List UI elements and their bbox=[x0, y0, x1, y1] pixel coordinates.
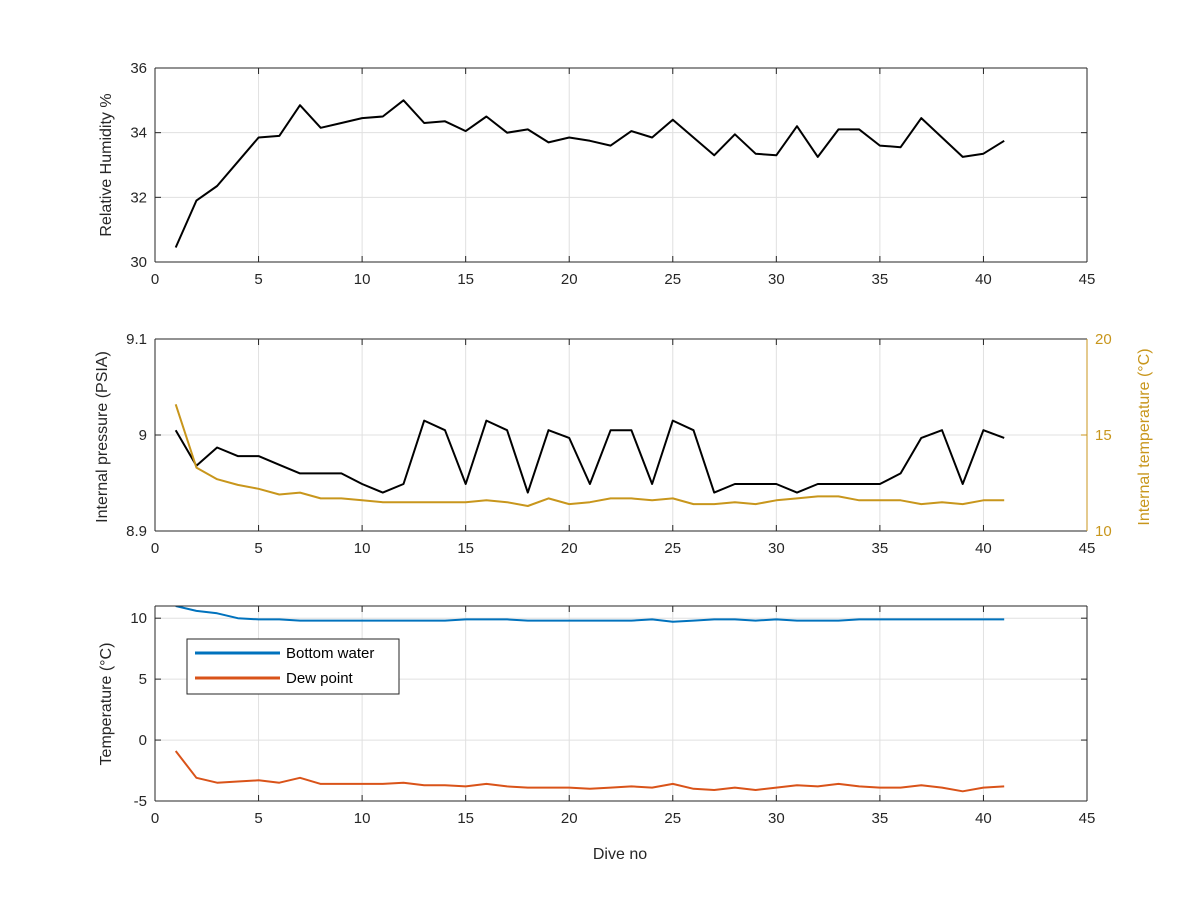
humidity-y-tick-label: 32 bbox=[130, 189, 147, 206]
pressure-x-tick-label: 30 bbox=[768, 540, 785, 557]
humidity-x-tick-label: 30 bbox=[768, 271, 785, 288]
pressure-x-tick-label: 40 bbox=[975, 540, 992, 557]
internal-temperature-series-line bbox=[174, 403, 1005, 507]
humidity-y-tick-label: 34 bbox=[130, 125, 147, 142]
humidity-series-line bbox=[174, 99, 1005, 248]
pressure-right-tick-label: 15 bbox=[1095, 427, 1112, 444]
temperature-x-tick-label: 10 bbox=[354, 810, 371, 827]
pressure-right-tick-label: 20 bbox=[1095, 331, 1112, 348]
humidity-y-tick-label: 30 bbox=[130, 254, 147, 271]
pressure-y-label: Internal pressure (PSIA) bbox=[94, 351, 111, 523]
humidity-y-tick-label: 36 bbox=[130, 60, 147, 77]
temperature-x-tick-label: 5 bbox=[254, 810, 262, 827]
pressure-y-tick-label: 9 bbox=[139, 427, 147, 444]
internal-temperature-y-label: Internal temperature (°C) bbox=[1136, 348, 1153, 525]
temperature-x-tick-label: 45 bbox=[1079, 810, 1096, 827]
humidity-x-tick-label: 15 bbox=[457, 271, 474, 288]
temperature-x-tick-label: 25 bbox=[664, 810, 681, 827]
temperature-x-tick-label: 35 bbox=[872, 810, 889, 827]
humidity-plot-area bbox=[155, 68, 1087, 262]
humidity-x-tick-label: 35 bbox=[872, 271, 889, 288]
humidity-x-tick-label: 25 bbox=[664, 271, 681, 288]
temperature-y-label: Temperature (°C) bbox=[98, 643, 115, 766]
pressure-y-tick-label: 9.1 bbox=[126, 331, 147, 348]
humidity-x-tick-label: 5 bbox=[254, 271, 262, 288]
temperature-y-tick-label: -5 bbox=[134, 793, 147, 810]
bottom-water-series-line bbox=[175, 606, 1005, 623]
x-axis-label: Dive no bbox=[593, 846, 647, 863]
legend-label-bottom-water: Bottom water bbox=[286, 645, 374, 662]
legend: Bottom water Dew point bbox=[186, 638, 400, 695]
pressure-x-tick-label: 20 bbox=[561, 540, 578, 557]
temperature-x-tick-label: 30 bbox=[768, 810, 785, 827]
temperature-y-tick-label: 0 bbox=[139, 732, 147, 749]
pressure-temperature-panel: 0 5 10 15 20 25 30 35 40 45 8.9 9 9.1 10 15 20 bbox=[126, 331, 1112, 557]
pressure-series-line bbox=[174, 419, 1005, 494]
legend-box bbox=[186, 638, 400, 695]
temperature-plot-area bbox=[155, 606, 1087, 801]
humidity-y-label: Relative Humidity % bbox=[98, 93, 115, 236]
temperature-x-tick-label: 15 bbox=[457, 810, 474, 827]
humidity-panel: 0 5 10 15 20 25 30 35 40 45 30 32 34 36 bbox=[130, 60, 1095, 288]
humidity-x-tick-label: 20 bbox=[561, 271, 578, 288]
pressure-x-tick-label: 15 bbox=[457, 540, 474, 557]
pressure-x-tick-label: 35 bbox=[872, 540, 889, 557]
temperature-x-tick-label: 40 bbox=[975, 810, 992, 827]
pressure-x-tick-label: 45 bbox=[1079, 540, 1096, 557]
pressure-x-tick-label: 25 bbox=[664, 540, 681, 557]
pressure-x-tick-label: 5 bbox=[254, 540, 262, 557]
temperature-x-tick-label: 0 bbox=[151, 810, 159, 827]
pressure-x-tick-label: 10 bbox=[354, 540, 371, 557]
temperature-y-tick-label: 10 bbox=[130, 610, 147, 627]
temperature-y-tick-label: 5 bbox=[139, 671, 147, 688]
pressure-right-tick-label: 10 bbox=[1095, 523, 1112, 540]
humidity-x-tick-label: 40 bbox=[975, 271, 992, 288]
temperature-x-tick-label: 20 bbox=[561, 810, 578, 827]
legend-label-dew-point: Dew point bbox=[286, 670, 354, 687]
humidity-x-tick-label: 0 bbox=[151, 271, 159, 288]
dew-point-series-line bbox=[174, 750, 1005, 793]
humidity-x-tick-label: 45 bbox=[1079, 271, 1096, 288]
humidity-x-tick-label: 10 bbox=[354, 271, 371, 288]
pressure-y-tick-label: 8.9 bbox=[126, 523, 147, 540]
pressure-x-tick-label: 0 bbox=[151, 540, 159, 557]
